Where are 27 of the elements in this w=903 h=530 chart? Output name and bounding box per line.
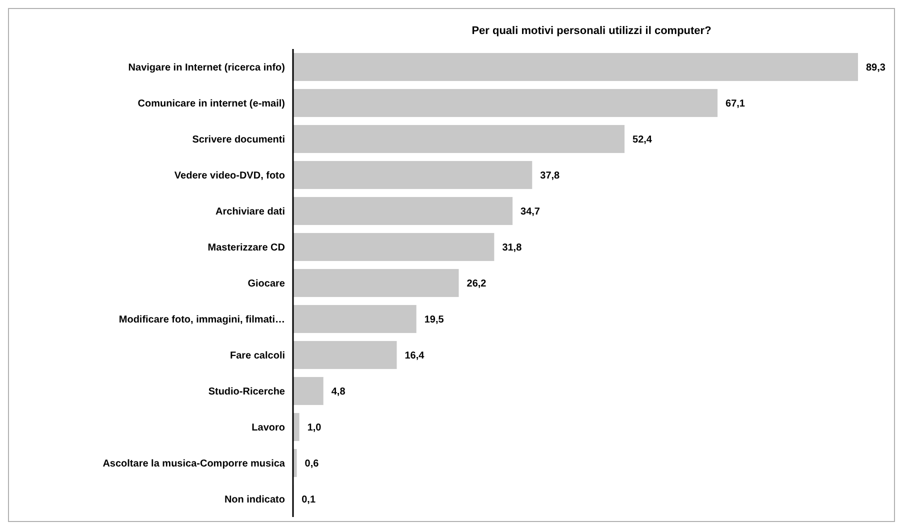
data-label: 1,0: [307, 422, 322, 434]
y-tick-label: Lavoro: [252, 422, 285, 434]
y-tick-label: Comunicare in internet (e-mail): [138, 98, 285, 110]
data-label: 0,1: [302, 494, 316, 506]
data-label: 16,4: [404, 350, 425, 362]
y-tick-label: Masterizzare CD: [208, 242, 285, 254]
y-tick-label: Navigare in Internet (ricerca info): [128, 62, 285, 74]
y-tick-label: Archiviare dati: [216, 206, 286, 218]
y-tick-label: Giocare: [248, 278, 286, 290]
data-label: 67,1: [726, 98, 746, 110]
y-tick-label: Fare calcoli: [230, 350, 286, 362]
data-label: 19,5: [424, 314, 444, 326]
y-tick-label: Scrivere documenti: [192, 134, 286, 146]
y-tick-label: Non indicato: [224, 494, 285, 506]
chart-title: Per quali motivi personali utilizzi il computer?: [470, 25, 712, 37]
data-label: 31,8: [502, 242, 522, 254]
data-label: 52,4: [632, 134, 652, 146]
data-label: 89,3: [866, 62, 886, 74]
y-tick-label: Studio-Ricerche: [208, 386, 286, 398]
y-tick-label: Vedere video-DVD, foto: [174, 170, 285, 182]
y-tick-label: Modificare foto, immagini, filmati…: [118, 314, 285, 326]
data-label: 4,8: [331, 386, 346, 398]
data-label: 26,2: [466, 278, 487, 290]
data-label: 34,7: [520, 206, 540, 218]
y-tick-label: Ascoltare la musica-Comporre musica: [102, 458, 286, 470]
data-label: 0,6: [304, 458, 320, 470]
data-label: 37,8: [540, 170, 560, 182]
